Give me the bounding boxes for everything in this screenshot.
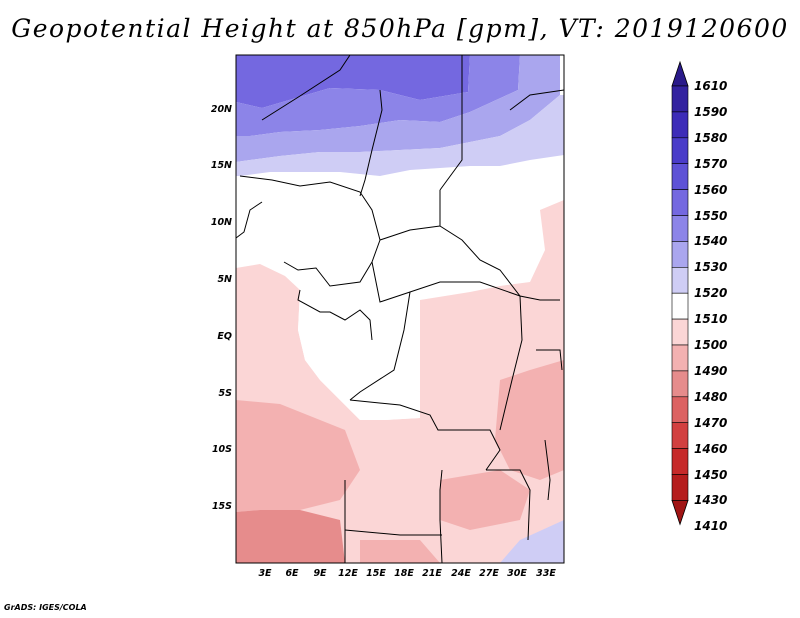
x-tick-21e: 21E xyxy=(422,568,442,579)
x-tick-24e: 24E xyxy=(451,568,471,579)
colorbar-label: 1590 xyxy=(694,104,728,119)
contour-1550 xyxy=(236,55,520,136)
contour-1490-south xyxy=(440,470,530,530)
colorbar-box xyxy=(671,111,689,139)
colorbar-box xyxy=(671,266,689,294)
colorbar-label: 1610 xyxy=(694,79,728,93)
colorbar-label: 1570 xyxy=(694,156,728,171)
x-tick-12e: 12E xyxy=(338,568,358,579)
colorbar-box xyxy=(671,422,689,449)
colorbar-label: 1460 xyxy=(694,441,728,456)
contour-1480-se xyxy=(360,540,440,563)
x-tick-6e: 6E xyxy=(285,568,299,579)
colorbar-label: 1490 xyxy=(694,363,728,378)
contour-1480 xyxy=(236,510,345,563)
footer-credit: GrADS: IGES/COLA xyxy=(4,603,87,612)
x-tick-27e: 27E xyxy=(479,568,499,579)
colorbar-label: 1530 xyxy=(694,260,728,275)
y-tick-10s: 10S xyxy=(211,444,232,455)
y-tick-15n: 15N xyxy=(210,160,232,171)
x-tick-3e: 3E xyxy=(258,568,272,579)
colorbar-box xyxy=(671,396,689,423)
colorbar xyxy=(671,60,689,526)
colorbar-label: 1560 xyxy=(694,182,728,197)
colorbar-box xyxy=(671,85,689,113)
colorbar-box xyxy=(671,474,689,501)
y-tick-15s: 15S xyxy=(211,501,232,512)
colorbar-box xyxy=(671,292,689,320)
colorbar-label: 1540 xyxy=(694,234,728,249)
plot-area xyxy=(235,54,565,564)
colorbar-box xyxy=(671,344,689,372)
colorbar-box xyxy=(671,215,689,242)
y-tick-20n: 20N xyxy=(210,104,232,115)
contour-1530 xyxy=(236,95,564,176)
map-title: Geopotential Height at 850hPa [gpm], VT:… xyxy=(11,14,789,43)
y-tick-10n: 10N xyxy=(210,217,232,228)
colorbar-box xyxy=(671,370,689,398)
colorbar-bottom-arrow xyxy=(671,500,689,526)
colorbar-box xyxy=(671,318,689,346)
colorbar-label: 1470 xyxy=(694,415,728,430)
colorbar-box xyxy=(671,137,689,165)
x-tick-18e: 18E xyxy=(394,568,414,579)
y-tick-5s: 5S xyxy=(218,388,232,399)
colorbar-box xyxy=(671,189,689,216)
contour-1510-interior xyxy=(298,286,420,420)
y-tick-eq: EQ xyxy=(217,331,232,342)
y-tick-5n: 5N xyxy=(217,274,232,285)
x-tick-9e: 9E xyxy=(313,568,327,579)
colorbar-box xyxy=(671,241,689,268)
colorbar-top-arrow xyxy=(671,60,689,87)
colorbar-label: 1550 xyxy=(694,208,728,223)
country-borders xyxy=(235,54,565,564)
contour-1540 xyxy=(236,55,560,162)
x-tick-33e: 33E xyxy=(536,568,556,579)
contour-1560 xyxy=(236,55,470,108)
colorbar-label: 1510 xyxy=(694,312,728,327)
x-tick-30e: 30E xyxy=(507,568,527,579)
colorbar-label: 1480 xyxy=(694,389,728,404)
colorbar-label: 1450 xyxy=(694,467,728,482)
contour-1490 xyxy=(236,400,360,512)
colorbar-label: 1500 xyxy=(694,338,728,352)
x-tick-15e: 15E xyxy=(366,568,386,579)
colorbar-label: 1580 xyxy=(694,130,728,145)
colorbar-label: 1430 xyxy=(694,493,728,508)
colorbar-label: 1520 xyxy=(694,286,728,301)
colorbar-box xyxy=(671,163,689,190)
contour-1530-se xyxy=(500,520,564,563)
colorbar-box xyxy=(671,448,689,475)
colorbar-label: 1410 xyxy=(694,519,728,534)
